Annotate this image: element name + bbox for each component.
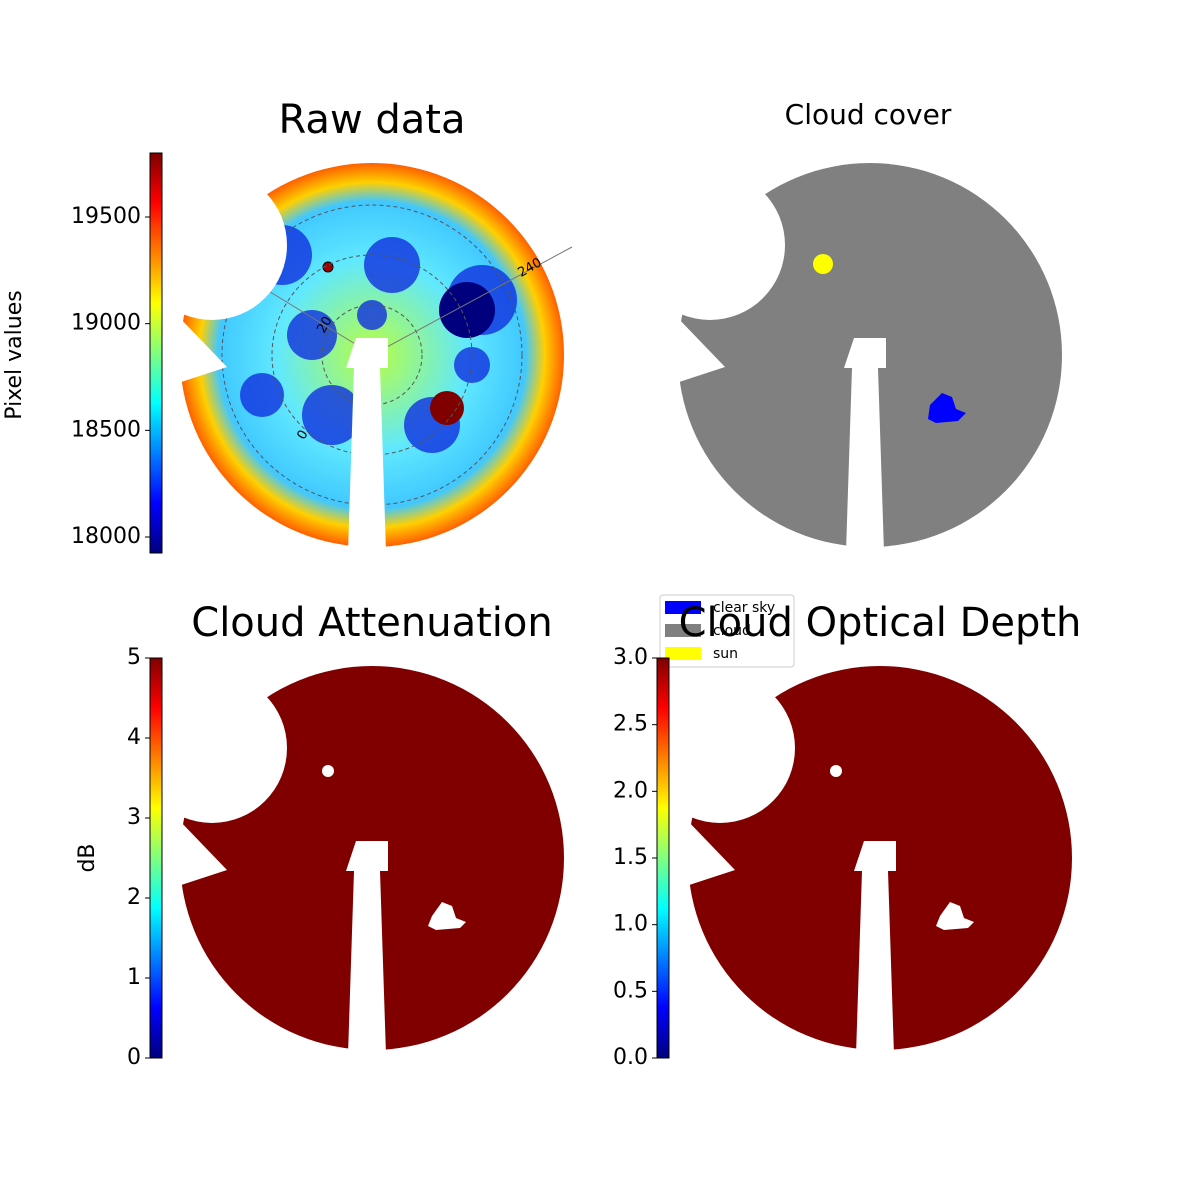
cloud-blob <box>364 237 420 293</box>
colorbar <box>149 657 163 1059</box>
polar-label: 20 <box>314 314 335 336</box>
colorbar-tick-label: 3.0 <box>613 645 648 670</box>
edge-cutout <box>172 315 227 385</box>
legend-label: cloud <box>713 623 751 639</box>
legend-swatch <box>665 624 701 637</box>
horizon-cutout <box>137 673 287 823</box>
colorbar-tick-label: 0.0 <box>613 1045 648 1070</box>
colorbar-tick-label: 3 <box>127 805 141 830</box>
polar-ring <box>221 204 523 506</box>
colorbar-tick-label: 2 <box>127 885 141 910</box>
horizon-cutout <box>645 673 795 823</box>
colorbar-tick-label: 5 <box>127 645 141 670</box>
panel-title: Cloud Attenuation <box>191 600 552 646</box>
legend-label: clear sky <box>713 600 775 616</box>
colorbar-tick-label: 19000 <box>71 311 141 336</box>
cloud-blob <box>240 373 284 417</box>
colorbar-tick-label: 4 <box>127 725 141 750</box>
panel-title: Cloud cover <box>785 98 952 131</box>
cloud-blob <box>439 282 495 338</box>
horizon-cutout <box>635 170 785 320</box>
colorbar-label: dB <box>75 843 100 872</box>
colorbar-tick-label: 0 <box>127 1045 141 1070</box>
colorbar <box>149 152 163 554</box>
sky-image <box>635 163 1062 552</box>
colorbar-tick-label: 18000 <box>71 524 141 549</box>
legend-swatch <box>665 647 701 660</box>
colorbar-tick-label: 19500 <box>71 204 141 229</box>
sky-image <box>645 666 1072 1055</box>
colorbar-tick-label: 2.5 <box>613 712 648 737</box>
panel-title: Raw data <box>279 97 466 143</box>
sun-marker <box>813 254 833 274</box>
colorbar <box>656 657 670 1059</box>
edge-cutout <box>680 818 735 888</box>
colorbar-tick-label: 2.0 <box>613 778 648 803</box>
horizon-cutout <box>137 170 287 320</box>
sky-image: 12080240200 <box>137 163 573 552</box>
colorbar-tick-label: 1.5 <box>613 845 648 870</box>
clear-cutout <box>428 902 466 930</box>
clear-cutout <box>936 902 974 930</box>
cloud-blob <box>357 300 387 330</box>
panel-title: Cloud Optical Depth <box>679 600 1082 646</box>
legend-swatch <box>665 601 701 614</box>
cloud-blob <box>302 385 362 445</box>
edge-cutout <box>670 315 725 385</box>
sky-image <box>137 666 564 1055</box>
clear-patch <box>928 393 966 423</box>
bright-spot <box>430 391 464 425</box>
colorbar-tick-label: 0.5 <box>613 978 648 1003</box>
colorbar-tick-label: 18500 <box>71 417 141 442</box>
colorbar-tick-label: 1 <box>127 965 141 990</box>
edge-cutout <box>172 818 227 888</box>
sun-cutout <box>830 765 842 777</box>
mast-cutout <box>854 841 896 1055</box>
mast-cutout <box>346 841 388 1055</box>
sun-cutout <box>322 765 334 777</box>
cloud-blob <box>287 310 337 360</box>
mast-cutout <box>844 338 886 552</box>
colorbar-label: Pixel values <box>2 290 27 419</box>
legend-label: sun <box>713 646 738 662</box>
mast-cutout <box>346 338 388 552</box>
colorbar-tick-label: 1.0 <box>613 912 648 937</box>
